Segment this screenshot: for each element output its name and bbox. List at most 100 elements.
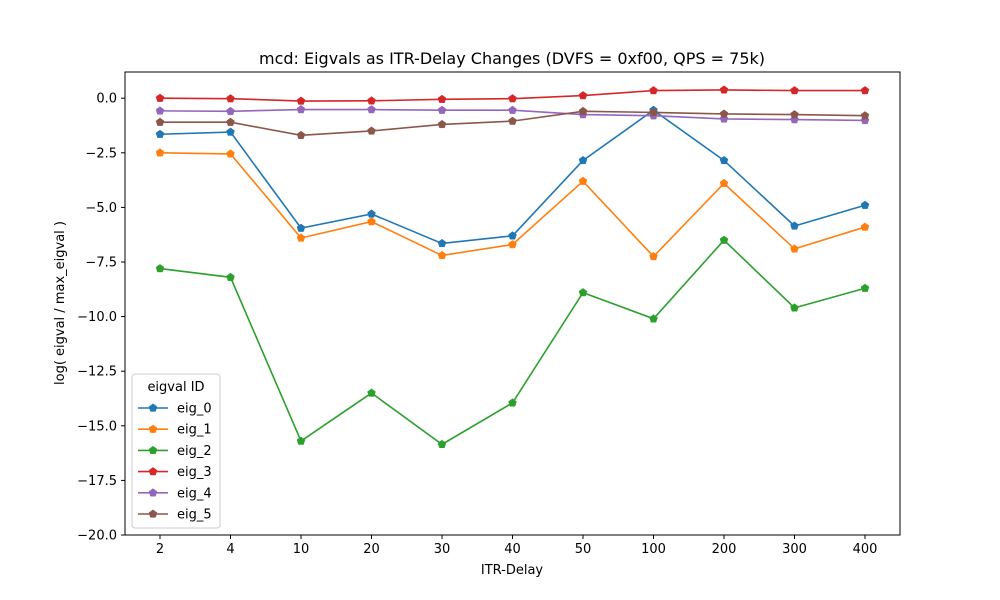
data-point bbox=[578, 155, 588, 165]
data-point bbox=[860, 283, 870, 292]
legend-marker bbox=[148, 467, 158, 476]
data-point bbox=[437, 250, 447, 260]
series-eig_5 bbox=[155, 106, 870, 139]
x-tick-label: 400 bbox=[853, 542, 878, 557]
legend-item: eig_3 bbox=[138, 465, 212, 480]
legend-label: eig_5 bbox=[177, 508, 212, 523]
data-point bbox=[296, 130, 306, 139]
legend-marker bbox=[148, 445, 158, 455]
y-tick-label: −7.5 bbox=[85, 256, 117, 271]
legend-marker bbox=[148, 424, 158, 433]
legend-marker bbox=[148, 509, 158, 518]
data-point bbox=[719, 178, 729, 188]
series-eig_0 bbox=[155, 105, 870, 248]
data-point bbox=[790, 303, 799, 312]
data-point bbox=[578, 176, 588, 185]
x-tick-label: 20 bbox=[363, 542, 380, 557]
data-point bbox=[649, 107, 658, 117]
x-tick-label: 40 bbox=[504, 542, 521, 557]
legend-title: eigval ID bbox=[147, 380, 204, 395]
data-point bbox=[508, 398, 517, 407]
x-tick-label: 200 bbox=[712, 542, 737, 557]
legend-item: eig_1 bbox=[138, 423, 212, 438]
series-eig_2 bbox=[155, 235, 870, 449]
data-point bbox=[790, 221, 799, 230]
legend-marker bbox=[148, 488, 158, 497]
x-tick-label: 4 bbox=[226, 542, 234, 557]
data-point bbox=[719, 85, 729, 94]
x-axis-title: ITR-Delay bbox=[481, 563, 544, 578]
data-point bbox=[508, 231, 517, 240]
legend-marker bbox=[148, 403, 158, 412]
data-point bbox=[226, 127, 235, 136]
data-point bbox=[367, 105, 376, 114]
data-point bbox=[860, 111, 870, 120]
data-point bbox=[155, 264, 165, 273]
data-point bbox=[790, 110, 799, 119]
data-point bbox=[367, 388, 376, 397]
x-tick-label: 10 bbox=[293, 542, 310, 557]
data-point bbox=[367, 209, 376, 218]
y-axis-title: log( eigval / max_eigval ) bbox=[53, 221, 68, 385]
y-tick-label: −17.5 bbox=[77, 474, 117, 489]
data-point bbox=[226, 106, 235, 115]
legend-item: eig_2 bbox=[138, 444, 212, 459]
legend-label: eig_0 bbox=[177, 402, 212, 417]
data-point bbox=[367, 217, 376, 226]
x-tick-label: 50 bbox=[575, 542, 592, 557]
legend: eigval ID eig_0 eig_1 eig_2 eig_3 eig_4 eig_5 bbox=[131, 373, 221, 529]
data-point bbox=[860, 222, 870, 231]
x-axis: 2 4 10 20 30 40 50 100 200 300 400 bbox=[156, 535, 878, 557]
data-point bbox=[296, 223, 306, 232]
data-point bbox=[437, 439, 447, 449]
series-eig_1 bbox=[155, 148, 870, 261]
data-point bbox=[155, 117, 165, 126]
data-point bbox=[649, 314, 658, 323]
data-point bbox=[578, 288, 588, 297]
data-point bbox=[649, 86, 658, 95]
data-point bbox=[437, 94, 447, 103]
legend-item: eig_5 bbox=[138, 508, 212, 523]
data-point bbox=[226, 117, 235, 126]
x-tick-label: 100 bbox=[641, 542, 666, 557]
y-tick-label: −20.0 bbox=[77, 529, 117, 544]
data-point bbox=[155, 93, 165, 102]
x-tick-label: 30 bbox=[434, 542, 451, 557]
data-point bbox=[578, 106, 588, 115]
data-point bbox=[508, 116, 517, 125]
y-tick-label: 0.0 bbox=[96, 92, 117, 107]
data-point bbox=[296, 105, 306, 114]
series-line bbox=[159, 109, 866, 245]
data-point bbox=[719, 109, 729, 118]
data-point bbox=[155, 129, 165, 138]
data-point bbox=[860, 86, 870, 95]
data-point bbox=[155, 106, 165, 115]
y-tick-label: −10.0 bbox=[77, 310, 117, 325]
y-tick-label: −15.0 bbox=[77, 419, 117, 434]
data-point bbox=[578, 91, 588, 100]
legend-item: eig_4 bbox=[138, 486, 212, 501]
data-point bbox=[296, 96, 306, 105]
data-point bbox=[155, 148, 165, 157]
y-axis: 0.0 −2.5 −5.0 −7.5 −10.0 −12.5 −15.0 −17.5 −20.0 bbox=[77, 92, 125, 544]
data-point bbox=[367, 96, 376, 105]
y-tick-label: −12.5 bbox=[77, 365, 117, 380]
y-tick-label: −2.5 bbox=[85, 146, 117, 161]
data-point bbox=[367, 126, 376, 135]
data-point bbox=[437, 238, 447, 248]
data-point bbox=[790, 244, 799, 253]
data-point bbox=[226, 149, 235, 158]
chart-title: mcd: Eigvals as ITR-Delay Changes (DVFS … bbox=[259, 49, 765, 68]
x-tick-label: 2 bbox=[156, 542, 164, 557]
data-point bbox=[437, 105, 447, 114]
data-point bbox=[437, 119, 447, 129]
data-point bbox=[508, 240, 517, 249]
data-point bbox=[508, 105, 517, 114]
legend-label: eig_3 bbox=[177, 465, 212, 480]
data-point bbox=[296, 436, 306, 445]
legend-item: eig_0 bbox=[138, 402, 212, 417]
series-eig_3 bbox=[155, 85, 870, 105]
data-point bbox=[719, 155, 729, 165]
